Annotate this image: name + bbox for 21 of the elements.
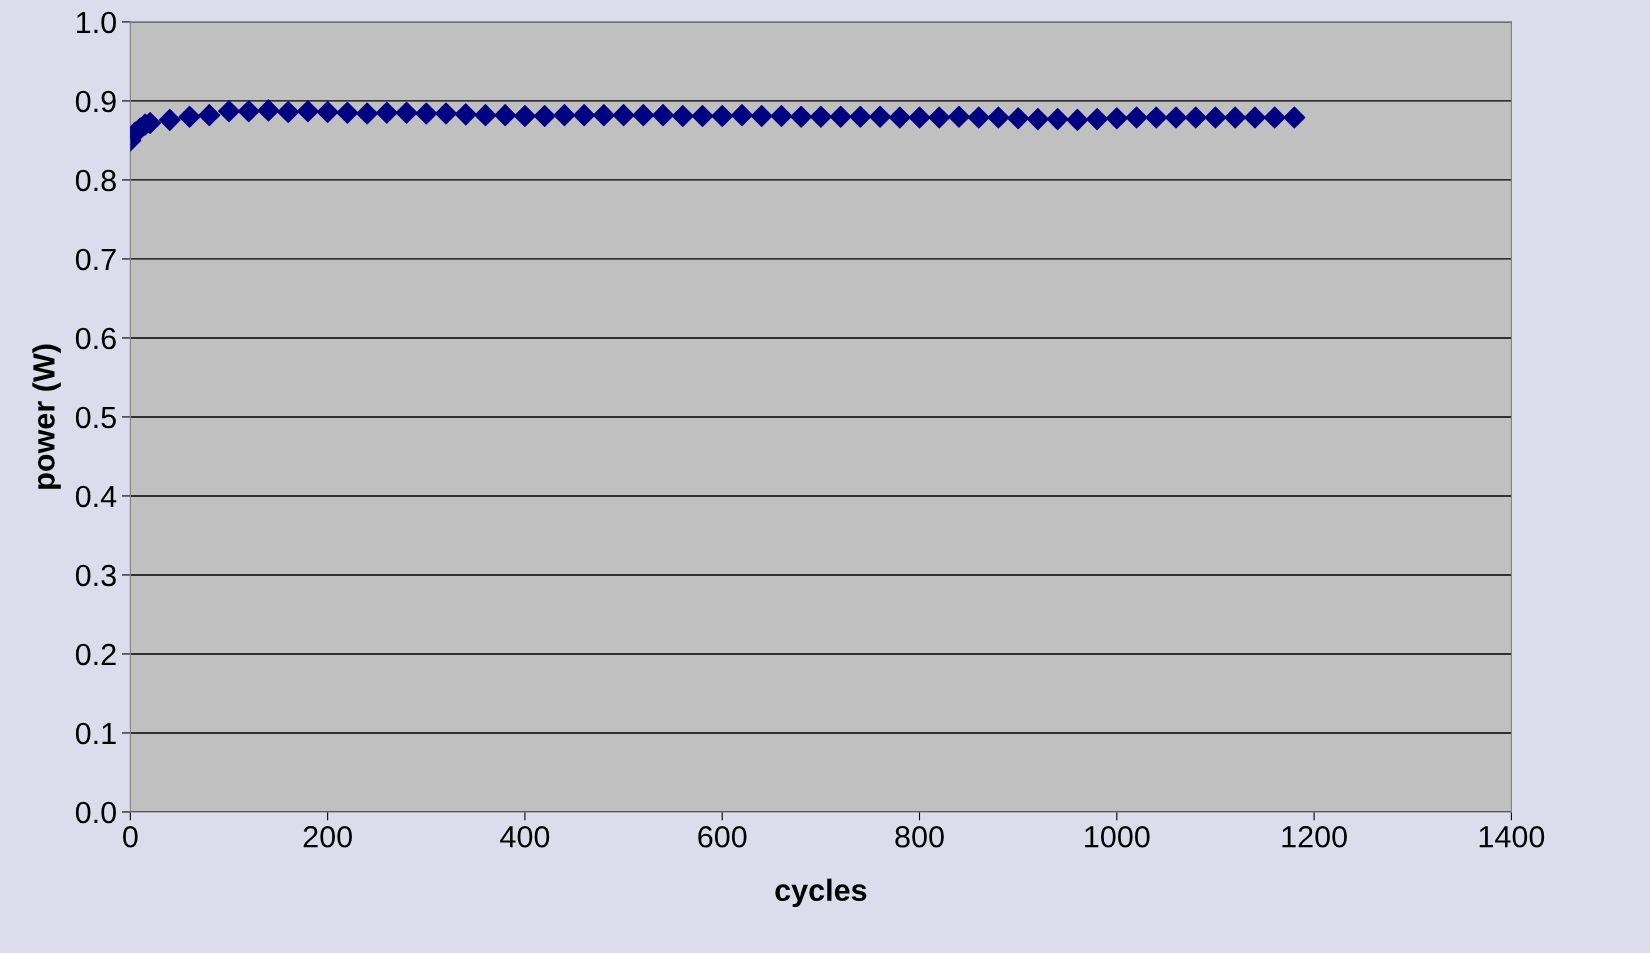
y-tick-label: 0.0 xyxy=(75,801,116,824)
x-tick-label: 600 xyxy=(698,825,747,848)
x-axis-title: cycles xyxy=(775,878,867,908)
y-tick-label: 0.3 xyxy=(75,564,116,587)
y-tick-label: 1.0 xyxy=(77,11,116,34)
y-tick-label: 0.9 xyxy=(75,90,116,113)
x-tick-label: 1000 xyxy=(1085,825,1150,848)
y-tick-label: 0.5 xyxy=(75,406,116,429)
x-tick-label: 1400 xyxy=(1479,825,1545,848)
y-tick-label: 0.1 xyxy=(75,722,116,745)
x-tick-label: 400 xyxy=(500,825,550,848)
y-tick-label: 0.6 xyxy=(75,327,116,350)
x-tick-label: 800 xyxy=(895,825,944,848)
y-tick-label: 0.8 xyxy=(75,169,116,192)
y-tick-label: 0.4 xyxy=(75,485,117,508)
y-axis-title: power (W) xyxy=(32,344,61,489)
x-tick-label: 1200 xyxy=(1282,825,1347,848)
x-tick-label: 0 xyxy=(123,825,138,848)
y-tick-label: 0.7 xyxy=(75,248,116,271)
y-tick-label: 0.2 xyxy=(75,643,116,666)
x-tick-label: 200 xyxy=(303,825,352,848)
